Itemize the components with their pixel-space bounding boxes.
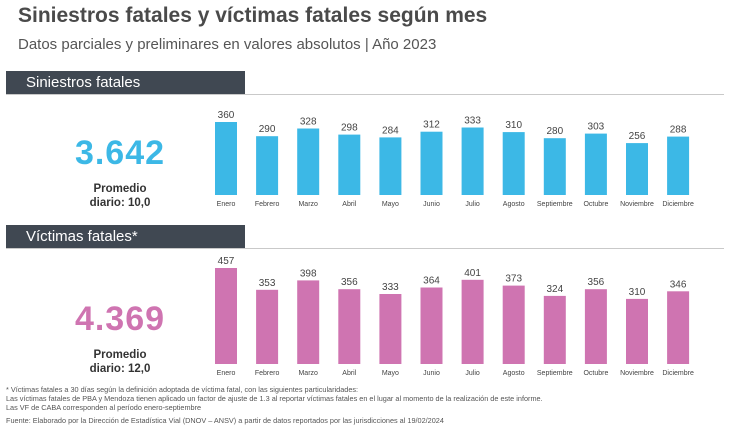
victimas-category-label: Septiembre xyxy=(537,370,573,377)
section-victimas-header: Víctimas fatales* xyxy=(6,225,245,249)
siniestros-category-label: Mayo xyxy=(382,201,399,208)
siniestros-category-label: Abril xyxy=(342,201,356,208)
victimas-bar-agosto xyxy=(502,285,525,364)
victimas-value-label: 333 xyxy=(382,282,399,293)
siniestros-value-label: 312 xyxy=(423,120,440,131)
victimas-bar-marzo xyxy=(297,280,320,364)
siniestros-bar-diciembre xyxy=(667,136,690,195)
siniestros-value-label: 256 xyxy=(629,131,646,142)
siniestros-value-label: 303 xyxy=(588,122,605,133)
siniestros-category-label: Febrero xyxy=(255,201,280,208)
siniestros-average-label: Promedio xyxy=(93,183,147,195)
victimas-bar-diciembre xyxy=(667,291,690,364)
siniestros-bar-noviembre xyxy=(626,143,648,195)
victimas-category-label: Julio xyxy=(465,370,480,377)
victimas-category-label: Mayo xyxy=(382,370,399,377)
siniestros-category-label: Agosto xyxy=(503,201,525,208)
siniestros-value-label: 310 xyxy=(505,120,522,131)
victimas-bar-julio xyxy=(461,279,484,364)
page-title: Siniestros fatales y víctimas fatales se… xyxy=(18,4,488,27)
siniestros-category-label: Enero xyxy=(217,201,236,208)
siniestros-category-label: Junio xyxy=(423,201,440,208)
footnote-line-1: * Víctimas fatales a 30 días según la de… xyxy=(6,385,359,394)
victimas-bar-noviembre xyxy=(626,298,648,364)
section-siniestros-header: Siniestros fatales xyxy=(6,71,245,95)
victimas-value-label: 364 xyxy=(423,276,440,287)
siniestros-value-label: 284 xyxy=(382,125,399,136)
siniestros-category-label: Julio xyxy=(465,201,480,208)
victimas-value-label: 324 xyxy=(546,284,563,295)
victimas-value-label: 457 xyxy=(218,256,235,267)
siniestros-bar-enero xyxy=(215,122,237,195)
siniestros-bar-julio xyxy=(461,127,484,195)
victimas-bar-abril xyxy=(338,289,361,364)
victimas-value-label: 310 xyxy=(629,287,646,298)
victimas-total: 4.369 xyxy=(74,300,166,338)
victimas-category-label: Agosto xyxy=(503,370,525,377)
siniestros-bar-mayo xyxy=(379,137,402,195)
siniestros-bar-agosto xyxy=(502,132,525,195)
victimas-average-label: Promedio xyxy=(93,349,147,361)
victimas-category-label: Octubre xyxy=(583,370,608,377)
victimas-category-label: Enero xyxy=(217,370,236,377)
victimas-category-label: Marzo xyxy=(298,370,318,377)
siniestros-category-label: Marzo xyxy=(298,201,318,208)
victimas-category-label: Junio xyxy=(423,370,440,377)
siniestros-bar-febrero xyxy=(256,136,279,195)
victimas-category-label: Febrero xyxy=(255,370,280,377)
victimas-value-label: 356 xyxy=(341,277,358,288)
siniestros-value-label: 290 xyxy=(259,124,276,135)
siniestros-bar-junio xyxy=(420,131,443,195)
siniestros-total: 3.642 xyxy=(74,134,166,172)
victimas-bar-septiembre xyxy=(543,295,566,364)
victimas-bar-octubre xyxy=(584,289,607,364)
siniestros-value-label: 280 xyxy=(546,126,563,137)
siniestros-category-label: Octubre xyxy=(583,201,608,208)
victimas-value-label: 346 xyxy=(670,279,687,290)
siniestros-value-label: 360 xyxy=(218,110,235,121)
victimas-bar-mayo xyxy=(379,294,402,364)
victimas-bar-febrero xyxy=(256,289,279,364)
victimas-value-label: 356 xyxy=(588,277,605,288)
section-siniestros-divider xyxy=(6,94,724,95)
siniestros-bar-octubre xyxy=(584,133,607,195)
siniestros-value-label: 328 xyxy=(300,117,317,128)
siniestros-category-label: Septiembre xyxy=(537,201,573,208)
siniestros-value-label: 288 xyxy=(670,125,687,136)
victimas-category-label: Abril xyxy=(342,370,356,377)
source-note: Fuente: Elaborado por la Dirección de Es… xyxy=(6,416,444,425)
victimas-bar-junio xyxy=(420,287,443,364)
victimas-value-label: 373 xyxy=(505,274,522,285)
siniestros-category-label: Diciembre xyxy=(662,201,694,208)
siniestros-bar-septiembre xyxy=(543,138,566,195)
siniestros-category-label: Noviembre xyxy=(620,201,654,208)
siniestros-average-value: diario: 10,0 xyxy=(89,197,151,209)
victimas-category-label: Noviembre xyxy=(620,370,654,377)
victimas-bar-enero xyxy=(215,268,237,364)
victimas-value-label: 401 xyxy=(464,268,481,279)
siniestros-value-label: 333 xyxy=(464,116,481,127)
footnote-line-2: Las víctimas fatales de PBA y Mendoza ti… xyxy=(6,394,543,403)
victimas-category-label: Diciembre xyxy=(662,370,694,377)
section-victimas-divider xyxy=(6,248,724,249)
page-subtitle: Datos parciales y preliminares en valore… xyxy=(18,36,437,53)
footnote-line-3: Las VF de CABA corresponden al período e… xyxy=(6,403,202,412)
siniestros-bar-marzo xyxy=(297,128,320,195)
siniestros-value-label: 298 xyxy=(341,123,358,134)
victimas-value-label: 398 xyxy=(300,268,317,279)
victimas-value-label: 353 xyxy=(259,278,276,289)
siniestros-bar-abril xyxy=(338,134,361,195)
victimas-average-value: diario: 12,0 xyxy=(89,363,151,375)
